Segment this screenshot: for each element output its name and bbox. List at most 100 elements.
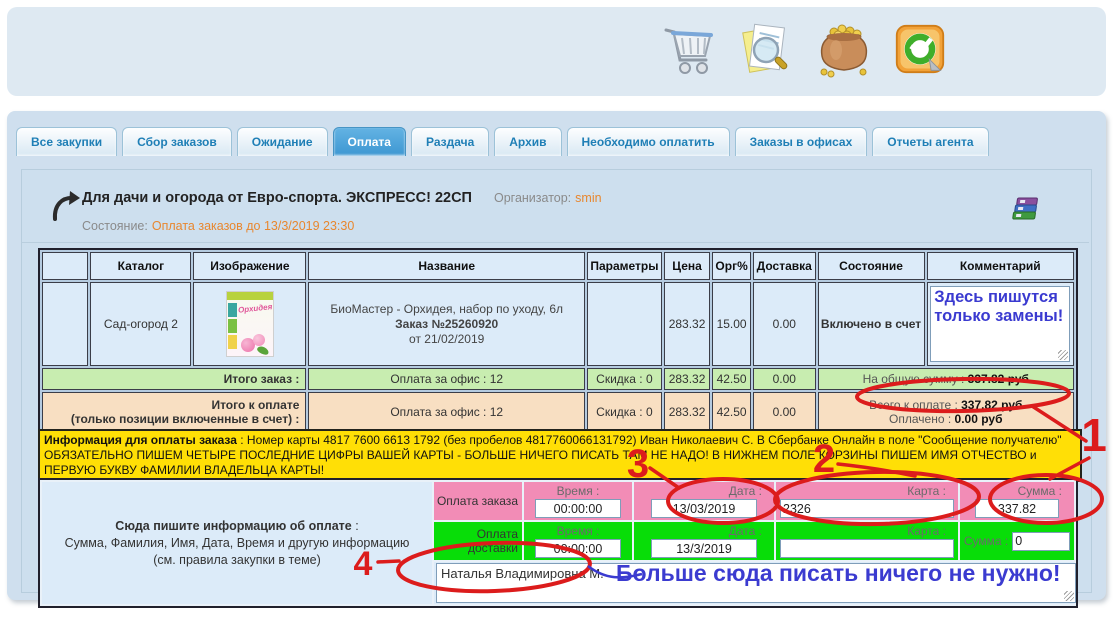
col-state: Состояние — [817, 252, 925, 280]
tab-waiting[interactable]: Ожидание — [236, 127, 328, 156]
tab-agent-reports[interactable]: Отчеты агента — [872, 127, 989, 156]
payable-total-value: 337.82 руб — [961, 398, 1023, 412]
image-cell: Орхидея — [193, 282, 307, 366]
col-delivery: Доставка — [752, 252, 816, 280]
payment-info-banner: Информация для оплаты заказа : Номер кар… — [38, 429, 1082, 482]
total-delivery: 0.00 — [752, 368, 816, 390]
share-arrow-icon[interactable] — [50, 189, 82, 223]
total-price: 283.32 — [663, 368, 711, 390]
delivery-date-label: Дата : — [728, 524, 762, 538]
winrar-books-icon[interactable] — [1012, 195, 1042, 223]
payable-total-row: Итого к оплате (только позиции включенны… — [42, 392, 1074, 432]
payable-office: Оплата за офис : 12 — [308, 392, 585, 432]
payment-info-text: : Номер карты 4817 7600 6613 1792 (без п… — [44, 433, 1062, 477]
purchase-header: Для дачи и огорода от Евро-спорта. ЭКСПР… — [82, 190, 602, 206]
comment-textarea[interactable]: Здесь пишутся только замены! — [930, 286, 1071, 362]
purchase-title: Для дачи и огорода от Евро-спорта. ЭКСПР… — [82, 190, 472, 206]
catalog-cell: Сад-огород 2 — [90, 282, 192, 366]
delivery-card-label: Карта : — [907, 524, 946, 538]
resize-grip[interactable] — [1058, 350, 1069, 360]
order-table-header: Каталог Изображение Название Параметры Ц… — [42, 252, 1074, 280]
total-org-pct: 42.50 — [712, 368, 751, 390]
org-pct-cell: 15.00 — [712, 282, 751, 366]
payment-note-textarea[interactable]: Наталья Владимировна М. — [436, 563, 1076, 603]
tab-office-orders[interactable]: Заказы в офисах — [734, 127, 868, 156]
order-search-icon[interactable] — [738, 20, 794, 78]
price-cell: 283.32 — [663, 282, 711, 366]
order-date: от 21/02/2019 — [409, 331, 485, 346]
comment-text: Здесь пишутся только замены! — [934, 288, 1064, 325]
delivery-time-label: Время : — [556, 524, 600, 538]
order-date-label: Дата : — [728, 484, 762, 498]
order-card-cell: Карта : — [776, 482, 958, 520]
order-time-input[interactable] — [535, 499, 621, 518]
payable-delivery: 0.00 — [752, 392, 816, 432]
delivery-card-input[interactable] — [780, 539, 954, 558]
tab-all-purchases[interactable]: Все закупки — [16, 127, 118, 156]
tab-collect-orders[interactable]: Сбор заказов — [122, 127, 232, 156]
tab-archive[interactable]: Архив — [494, 127, 562, 156]
paid-value: 0.00 руб — [954, 412, 1003, 426]
col-select — [42, 252, 89, 280]
state-cell: Включено в счет — [817, 282, 925, 366]
delivery-card-cell: Карта : — [776, 522, 958, 560]
toolbar — [660, 20, 946, 78]
total-sum-value: 337.82 руб — [967, 372, 1029, 386]
payable-sum-cell: Всего к оплате : 337.82 руб Оплачено : 0… — [817, 392, 1074, 432]
payable-label: Итого к оплате (только позиции включенны… — [42, 392, 307, 432]
resize-grip[interactable] — [1063, 591, 1074, 601]
name-cell: БиоМастер - Орхидея, набор по уходу, 6л … — [308, 282, 585, 366]
tab-payment[interactable]: Оплата — [332, 127, 406, 156]
col-comment: Комментарий — [926, 252, 1074, 280]
col-catalog: Каталог — [90, 252, 192, 280]
total-discount: Скидка : 0 — [586, 368, 662, 390]
delivery-cell: 0.00 — [752, 282, 816, 366]
organizer-label: Организатор: — [493, 191, 572, 205]
total-office: Оплата за офис : 12 — [308, 368, 585, 390]
status-value: Оплата заказов до 13/3/2019 23:30 — [151, 219, 355, 233]
col-image: Изображение — [193, 252, 307, 280]
order-table: Каталог Изображение Название Параметры Ц… — [38, 248, 1078, 436]
order-total-row: Итого заказ : Оплата за офис : 12 Скидка… — [42, 368, 1074, 390]
col-name: Название — [308, 252, 585, 280]
tab-distribution[interactable]: Раздача — [410, 127, 490, 156]
payment-info-title: Информация для оплаты заказа — [44, 433, 237, 447]
delivery-date-input[interactable] — [651, 539, 757, 558]
order-time-cell: Время : — [524, 482, 632, 520]
paid-label: Оплачено : — [889, 412, 955, 426]
organizer-link[interactable]: smin — [575, 191, 602, 205]
delivery-sum-cell: Сумма : — [960, 522, 1074, 560]
product-name: БиоМастер - Орхидея, набор по уходу, 6л — [330, 301, 564, 316]
order-sum-input[interactable] — [975, 499, 1059, 518]
order-card-input[interactable] — [780, 499, 954, 518]
col-params: Параметры — [586, 252, 662, 280]
order-sum-label: Сумма : — [1017, 484, 1062, 498]
delivery-sum-input[interactable] — [1012, 531, 1071, 551]
payment-instruction: Сюда пишите информацию об оплате : Сумма… — [42, 482, 432, 604]
col-price: Цена — [663, 252, 711, 280]
order-row: Сад-огород 2 Орхидея БиоМастер - Орхидея… — [42, 282, 1074, 366]
purchase-status: Состояние: Оплата заказов до 13/3/2019 23… — [82, 219, 354, 233]
payment-note-text: Наталья Владимировна М. — [441, 566, 604, 581]
total-label: Итого заказ : — [42, 368, 307, 390]
payment-form-table: Сюда пишите информацию об оплате : Сумма… — [38, 478, 1078, 608]
tab-need-to-pay[interactable]: Необходимо оплатить — [566, 127, 730, 156]
order-card-label: Карта : — [907, 484, 946, 498]
delivery-time-input[interactable] — [535, 539, 621, 558]
order-number: Заказ №25260920 — [395, 316, 499, 331]
payable-discount: Скидка : 0 — [586, 392, 662, 432]
row-select-cell — [42, 282, 89, 366]
money-pot-icon[interactable] — [816, 20, 872, 78]
header-separator — [22, 242, 1089, 243]
delivery-payment-label: Оплата доставки — [434, 522, 522, 560]
payable-org-pct: 42.50 — [712, 392, 751, 432]
order-date-input[interactable] — [651, 499, 757, 518]
total-sum-cell: На общую сумму : 337.82 руб — [817, 368, 1074, 390]
tab-bar: Все закупки Сбор заказов Ожидание Оплата… — [16, 127, 989, 156]
product-image[interactable]: Орхидея — [225, 291, 274, 357]
shopping-cart-icon[interactable] — [660, 20, 716, 78]
order-date-cell: Дата : — [634, 482, 774, 520]
payment-note-cell: Наталья Владимировна М. — [434, 562, 1076, 604]
sberbank-icon[interactable] — [894, 20, 946, 78]
delivery-date-cell: Дата : — [634, 522, 774, 560]
